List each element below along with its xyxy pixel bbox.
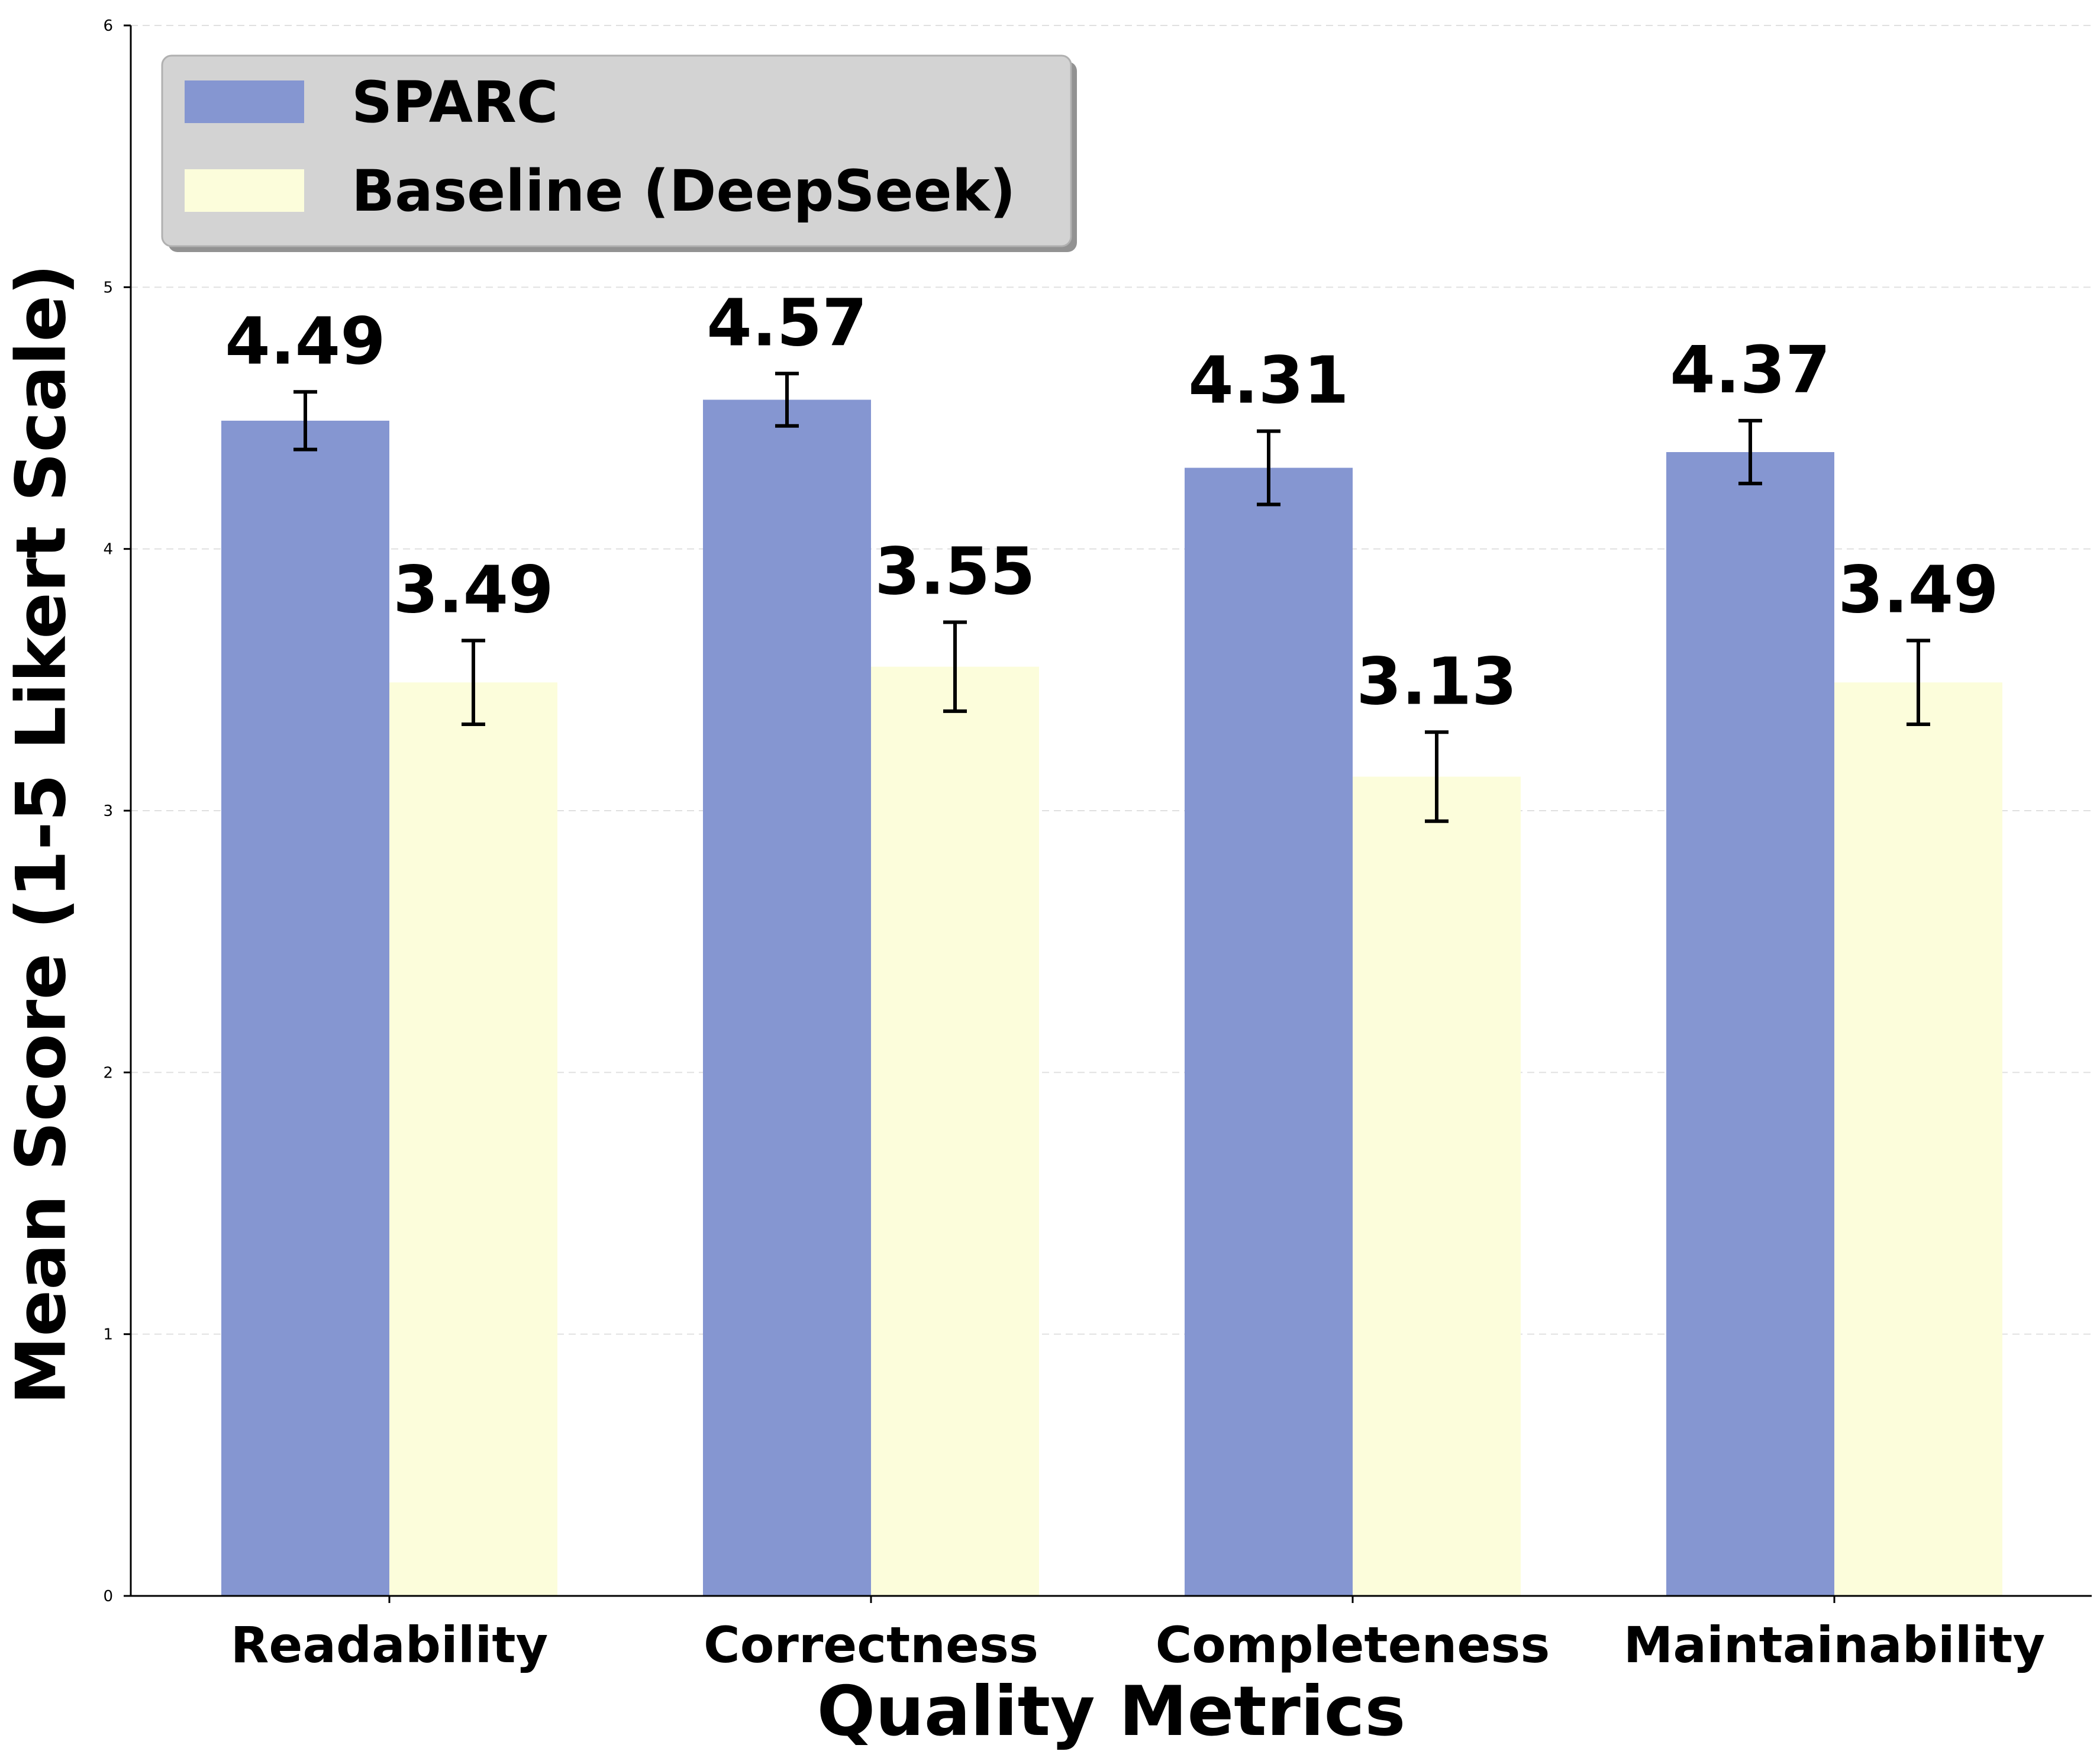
value-label-baseline-correctness: 3.55	[875, 534, 1035, 609]
value-label-baseline-maintainability: 3.49	[1838, 551, 1998, 627]
value-label-sparc-maintainability: 4.37	[1670, 332, 1830, 408]
axes: 0 1 2 3 4 5 6 Readability Correctness Completenes…	[103, 17, 2092, 1674]
legend-label-baseline: Baseline (DeepSeek)	[351, 158, 1015, 224]
value-label-sparc-correctness: 4.57	[707, 285, 867, 360]
error-bar-baseline-readability	[462, 638, 485, 727]
y-axis-title: Mean Score (1-5 Likert Scale)	[2, 264, 82, 1405]
y-tick-label-2: 2	[103, 1064, 113, 1082]
bar-sparc-completeness	[1185, 467, 1353, 1596]
x-tick-label-completeness: Completeness	[1156, 1616, 1550, 1674]
legend-label-sparc: SPARC	[351, 69, 558, 136]
legend-swatch-baseline	[185, 169, 304, 212]
x-axis-title: Quality Metrics	[817, 1672, 1406, 1752]
legend-swatch-sparc	[185, 80, 304, 123]
error-bar-baseline-maintainability	[1907, 638, 1930, 727]
value-label-sparc-completeness: 4.31	[1188, 343, 1349, 418]
error-bar-sparc-maintainability	[1738, 418, 1762, 486]
error-bar-baseline-completeness	[1425, 730, 1449, 823]
value-label-sparc-readability: 4.49	[225, 303, 385, 379]
bar-baseline-completeness	[1353, 776, 1521, 1596]
y-tick-label-3: 3	[103, 802, 113, 820]
legend: SPARC Baseline (DeepSeek)	[161, 54, 1077, 252]
error-bar-sparc-readability	[293, 390, 317, 451]
error-bar-baseline-correctness	[943, 620, 967, 713]
y-tick-label-5: 5	[103, 279, 113, 296]
error-bar-sparc-completeness	[1257, 429, 1280, 507]
bar-baseline-readability	[389, 682, 557, 1596]
value-label-baseline-completeness: 3.13	[1356, 643, 1517, 719]
bar-baseline-maintainability	[1834, 682, 2002, 1596]
bar-sparc-readability	[221, 420, 389, 1596]
x-tick-label-readability: Readability	[231, 1616, 549, 1674]
y-tick-label-6: 6	[103, 17, 113, 35]
value-labels: 4.49 4.57 4.31 4.37 3.49 3.55 3.13 3.49	[225, 285, 1998, 719]
x-tick-label-maintainability: Maintainability	[1624, 1616, 2045, 1674]
legend-box	[161, 54, 1072, 247]
x-tick-label-correctness: Correctness	[704, 1616, 1038, 1674]
y-tick-label-0: 0	[103, 1588, 113, 1605]
bar-sparc-maintainability	[1666, 452, 1834, 1596]
y-tick-label-4: 4	[103, 541, 113, 559]
bar-sparc-correctness	[703, 399, 871, 1596]
bar-baseline-correctness	[871, 666, 1039, 1596]
value-label-baseline-readability: 3.49	[393, 551, 553, 627]
bars	[221, 372, 2002, 1596]
y-tick-label-1: 1	[103, 1326, 113, 1344]
error-bar-sparc-correctness	[775, 372, 799, 428]
